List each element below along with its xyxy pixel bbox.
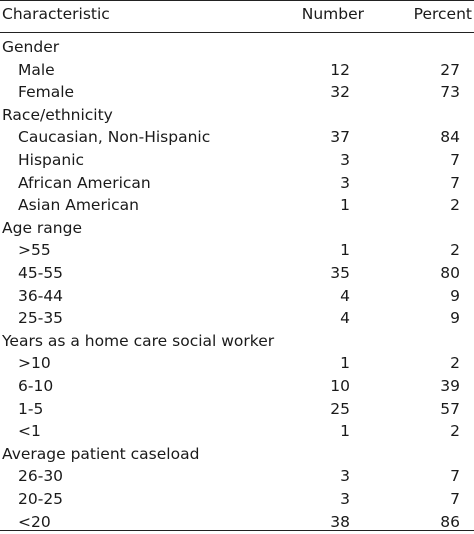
row-percent: 84 <box>440 128 460 147</box>
row-number: 38 <box>330 512 350 531</box>
row-number: 1 <box>340 354 350 373</box>
row-label: >55 <box>18 241 51 260</box>
row-label: >10 <box>18 354 51 373</box>
row-label: 20-25 <box>18 490 64 508</box>
table-group-row: Race/ethnicity <box>0 103 474 127</box>
group-label: Years as a home care social worker <box>2 331 275 350</box>
row-percent: 57 <box>440 399 460 418</box>
row-percent: 7 <box>450 490 460 508</box>
header-number: Number <box>301 5 364 23</box>
row-number: 3 <box>340 467 350 486</box>
row-percent: 39 <box>440 377 460 395</box>
table-row: 25-35 4 9 <box>0 306 474 330</box>
row-number: 3 <box>340 490 350 508</box>
group-label: Race/ethnicity <box>2 105 113 124</box>
row-percent: 7 <box>450 151 460 169</box>
row-number: 32 <box>330 83 350 102</box>
row-number: 1 <box>340 196 350 215</box>
table-row: 20-25 3 7 <box>0 487 474 511</box>
row-number: 10 <box>330 377 350 395</box>
row-percent: 86 <box>440 512 460 531</box>
row-number: 35 <box>330 264 350 282</box>
row-number: 25 <box>330 399 350 418</box>
row-percent: 27 <box>440 60 460 79</box>
row-number: 12 <box>330 60 350 79</box>
table-row: Male 12 27 <box>0 58 474 82</box>
table-row: Hispanic 3 7 <box>0 148 474 172</box>
row-label: <20 <box>18 512 51 531</box>
header-characteristic: Characteristic <box>2 5 110 23</box>
header-percent: Percent <box>413 5 472 23</box>
row-label: 1-5 <box>18 399 44 418</box>
row-number: 3 <box>340 173 350 192</box>
table-group-row: Average patient caseload <box>0 442 474 466</box>
table-row: Caucasian, Non-Hispanic 37 84 <box>0 125 474 149</box>
row-label: 25-35 <box>18 309 64 328</box>
table-row: 1-5 25 57 <box>0 397 474 421</box>
table-row: Asian American 1 2 <box>0 193 474 217</box>
table-header-row: Characteristic Number Percent <box>0 2 474 26</box>
table-top-rule <box>0 0 474 1</box>
table-header-rule <box>0 32 474 33</box>
table-row: 26-30 3 7 <box>0 464 474 488</box>
row-percent: 2 <box>450 241 460 260</box>
row-label: Asian American <box>18 196 139 215</box>
row-percent: 80 <box>440 264 460 282</box>
row-label: 26-30 <box>18 467 64 486</box>
table-group-row: Age range <box>0 216 474 240</box>
row-label: 6-10 <box>18 377 54 395</box>
row-number: 1 <box>340 241 350 260</box>
row-percent: 7 <box>450 173 460 192</box>
group-label: Gender <box>2 38 60 56</box>
table-row: <20 38 86 <box>0 510 474 534</box>
row-label: Female <box>18 83 75 102</box>
group-label: Average patient caseload <box>2 444 200 463</box>
table-row: Female 32 73 <box>0 80 474 104</box>
row-number: 4 <box>340 286 350 305</box>
row-number: 1 <box>340 422 350 441</box>
row-label: Caucasian, Non-Hispanic <box>18 128 211 147</box>
table-group-row: Gender <box>0 35 474 59</box>
table-row: <1 1 2 <box>0 419 474 443</box>
table-row: 36-44 4 9 <box>0 284 474 308</box>
row-label: African American <box>18 173 151 192</box>
row-number: 37 <box>330 128 350 147</box>
row-percent: 2 <box>450 354 460 373</box>
row-label: Male <box>18 60 55 79</box>
row-number: 3 <box>340 151 350 169</box>
group-label: Age range <box>2 218 82 237</box>
row-label: 36-44 <box>18 286 64 305</box>
table-row: >55 1 2 <box>0 238 474 262</box>
table-row: >10 1 2 <box>0 351 474 375</box>
table-row: 45-55 35 80 <box>0 261 474 285</box>
row-label: <1 <box>18 422 41 441</box>
row-label: Hispanic <box>18 151 85 169</box>
row-percent: 7 <box>450 467 460 486</box>
table-row: 6-10 10 39 <box>0 374 474 398</box>
table-row: African American 3 7 <box>0 171 474 195</box>
row-label: 45-55 <box>18 264 64 282</box>
row-percent: 73 <box>440 83 460 102</box>
row-percent: 2 <box>450 422 460 441</box>
table-group-row: Years as a home care social worker <box>0 329 474 353</box>
row-percent: 9 <box>450 286 460 305</box>
row-number: 4 <box>340 309 350 328</box>
row-percent: 9 <box>450 309 460 328</box>
row-percent: 2 <box>450 196 460 215</box>
